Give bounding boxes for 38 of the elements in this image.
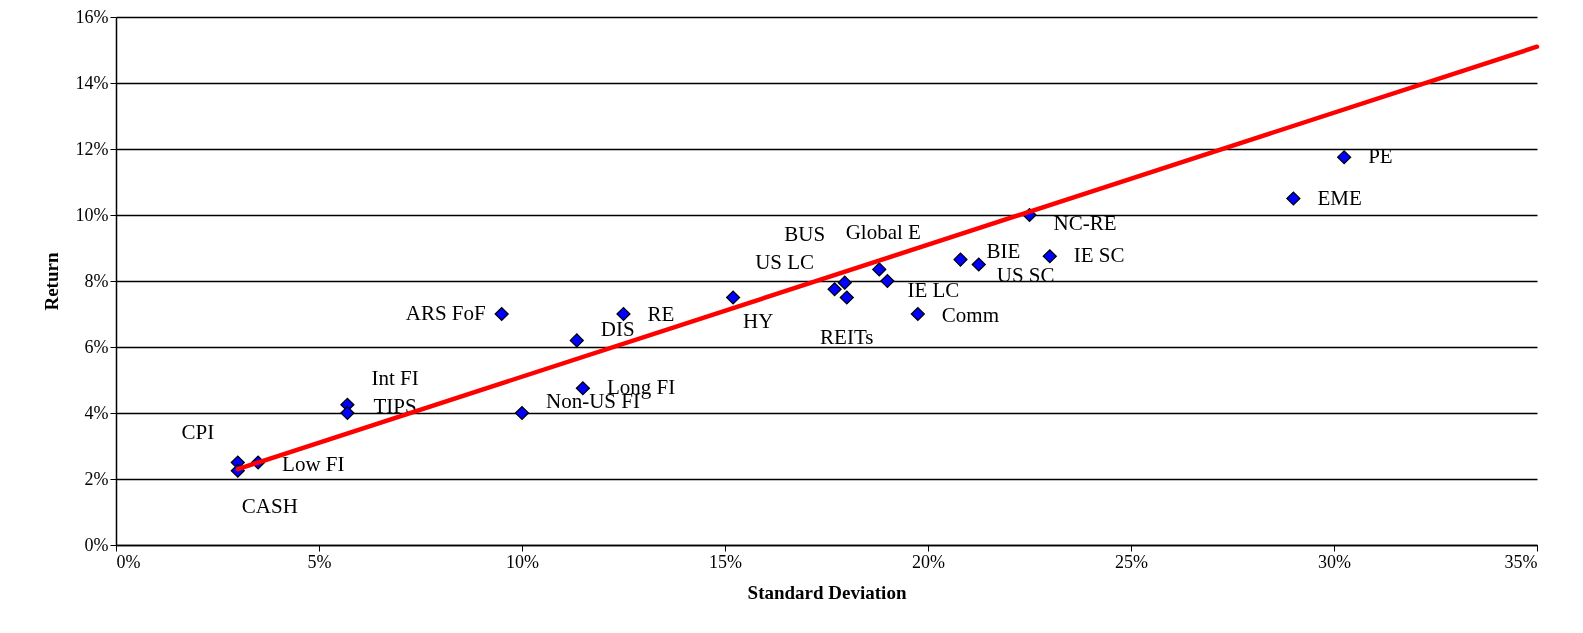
data-label: IE SC (1073, 243, 1125, 268)
data-label: CPI (181, 419, 215, 444)
y-tick-label: 4% (84, 402, 109, 423)
data-label: Int FI (371, 365, 419, 390)
data-label: BIE (986, 238, 1021, 263)
data-label: BUS (784, 221, 826, 246)
x-tick-label: 35% (1504, 551, 1538, 572)
x-axis-title: Standard Deviation (747, 581, 907, 603)
x-tick-label: 5% (307, 551, 332, 572)
data-label: Low FI (282, 451, 345, 476)
data-label: IE LC (907, 278, 960, 302)
data-label: NC-RE (1053, 211, 1117, 235)
data-label: Global E (845, 220, 921, 245)
y-tick-label: 10% (75, 204, 109, 225)
x-tick-label: 10% (506, 551, 539, 572)
y-tick-label: 6% (84, 336, 109, 357)
data-label: EME (1317, 185, 1362, 210)
y-tick-label: 12% (75, 138, 109, 159)
x-tick-label: 30% (1318, 551, 1351, 572)
y-tick-label: 16% (75, 6, 109, 27)
data-label: DIS (600, 317, 635, 342)
x-tick-label: 0% (116, 551, 141, 572)
data-label: US LC (755, 250, 815, 275)
y-axis-title: Return (40, 252, 62, 311)
data-label: RE (647, 302, 675, 326)
x-tick-label: 20% (912, 551, 945, 572)
data-label: ARS FoF (405, 301, 486, 325)
y-tick-label: 14% (75, 72, 109, 93)
data-label: CASH (241, 493, 298, 518)
data-label: HY (743, 308, 774, 333)
y-tick-label: 2% (84, 468, 109, 489)
x-tick-label: 15% (709, 551, 742, 572)
y-tick-label: 0% (84, 534, 109, 555)
data-label: REITs (820, 324, 874, 349)
x-tick-label: 25% (1115, 551, 1148, 572)
y-tick-label: 8% (84, 270, 109, 291)
data-label: TIPS (373, 394, 417, 418)
data-label: Comm (941, 303, 1000, 327)
